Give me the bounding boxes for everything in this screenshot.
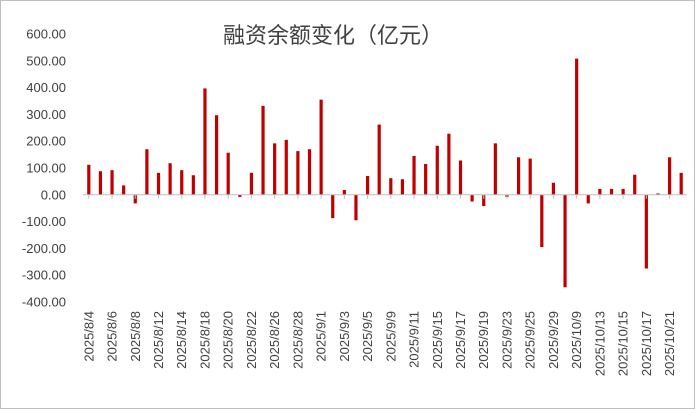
x-tick-label: 2025/8/14 [174,311,189,369]
chart-title: 融资余额变化（亿元） [223,24,443,49]
y-tick-label: 200.00 [26,134,66,149]
x-tick-label: 2025/8/20 [221,311,236,369]
x-tick-label: 2025/9/19 [476,311,491,369]
bar [203,88,207,195]
bar [145,149,149,195]
x-tick-label: 2025/9/1 [314,311,329,362]
bar [435,145,439,195]
bar [679,172,683,195]
bar [261,105,265,195]
bar [412,155,416,195]
bar [447,133,451,195]
bar [493,143,497,195]
bar [621,188,625,195]
bar [331,194,335,219]
x-tick-label: 2025/9/23 [499,311,514,369]
bar [482,194,486,207]
bar [226,152,230,195]
bar [656,193,660,195]
bar [458,160,463,195]
x-tick-label: 2025/10/15 [616,311,631,376]
bar [598,188,602,195]
x-tick-label: 2025/10/13 [592,311,607,376]
x-tick-label: 2025/8/26 [267,311,282,369]
bar [110,170,114,195]
bar [575,58,579,195]
bar [168,163,172,195]
x-tick-label: 2025/8/6 [105,311,120,362]
x-tick-label: 2025/9/15 [430,311,445,369]
x-tick-label: 2025/8/8 [128,311,143,362]
bar [238,194,242,197]
bar [528,158,532,195]
bar [180,170,184,195]
x-tick-label: 2025/9/29 [546,311,561,369]
bar [122,185,126,195]
y-tick-label: 0.00 [41,187,66,202]
bar [551,182,556,195]
y-tick-label: -400.00 [22,295,66,310]
y-tick-label: 500.00 [26,53,66,68]
bar [377,124,381,195]
bar [133,194,137,204]
bar [470,194,474,202]
x-tick-label: 2025/8/28 [290,311,305,369]
x-tick-label: 2025/8/4 [81,311,96,362]
x-tick-label: 2025/9/9 [383,311,398,362]
bar [156,172,161,195]
bar [307,149,312,195]
bar [87,164,91,195]
bar [365,176,370,195]
x-tick-label: 2025/8/22 [244,311,259,369]
bar [342,189,346,195]
bar [633,174,637,195]
bar [191,175,195,195]
bar [284,139,288,195]
x-tick-label: 2025/9/17 [453,311,468,369]
x-tick-label: 2025/9/3 [337,311,352,362]
bar [273,143,277,195]
y-tick-label: -300.00 [22,268,66,283]
bar [214,115,219,195]
bar [319,99,323,195]
bar [563,194,567,288]
x-tick-label: 2025/10/21 [662,311,677,376]
x-tick-label: 2025/9/11 [407,311,422,368]
x-axis-tick-labels: 2025/8/4 2025/8/6 2025/8/8 2025/8/12 2025/8/… [81,194,677,376]
x-tick-label: 2025/10/9 [569,311,584,369]
x-tick-label: 2025/10/17 [639,311,654,376]
bar [354,194,358,221]
x-tick-label: 2025/9/25 [523,311,538,369]
bar [389,178,393,195]
y-axis-tick-labels: 600.00 500.00 400.00 300.00 200.00 100.00 0.00… [22,27,66,310]
bar-series [87,58,683,288]
bar [540,194,544,248]
bar [424,163,428,195]
bar [98,171,103,195]
bar [516,157,521,195]
x-tick-label: 2025/8/18 [197,311,212,369]
y-tick-label: -200.00 [22,241,66,256]
y-tick-label: 300.00 [26,107,66,122]
x-tick-label: 2025/9/5 [360,311,375,362]
y-tick-label: 100.00 [26,161,66,176]
x-tick-label: 2025/8/12 [151,311,166,369]
bar [296,151,300,195]
bar [644,194,648,269]
bar [249,172,254,195]
y-tick-label: 600.00 [26,27,66,42]
y-tick-label: 400.00 [26,80,66,95]
y-tick-label: -100.00 [22,214,66,229]
bar [609,188,614,195]
bar [586,194,590,204]
bar [667,157,672,195]
bar [400,179,405,195]
